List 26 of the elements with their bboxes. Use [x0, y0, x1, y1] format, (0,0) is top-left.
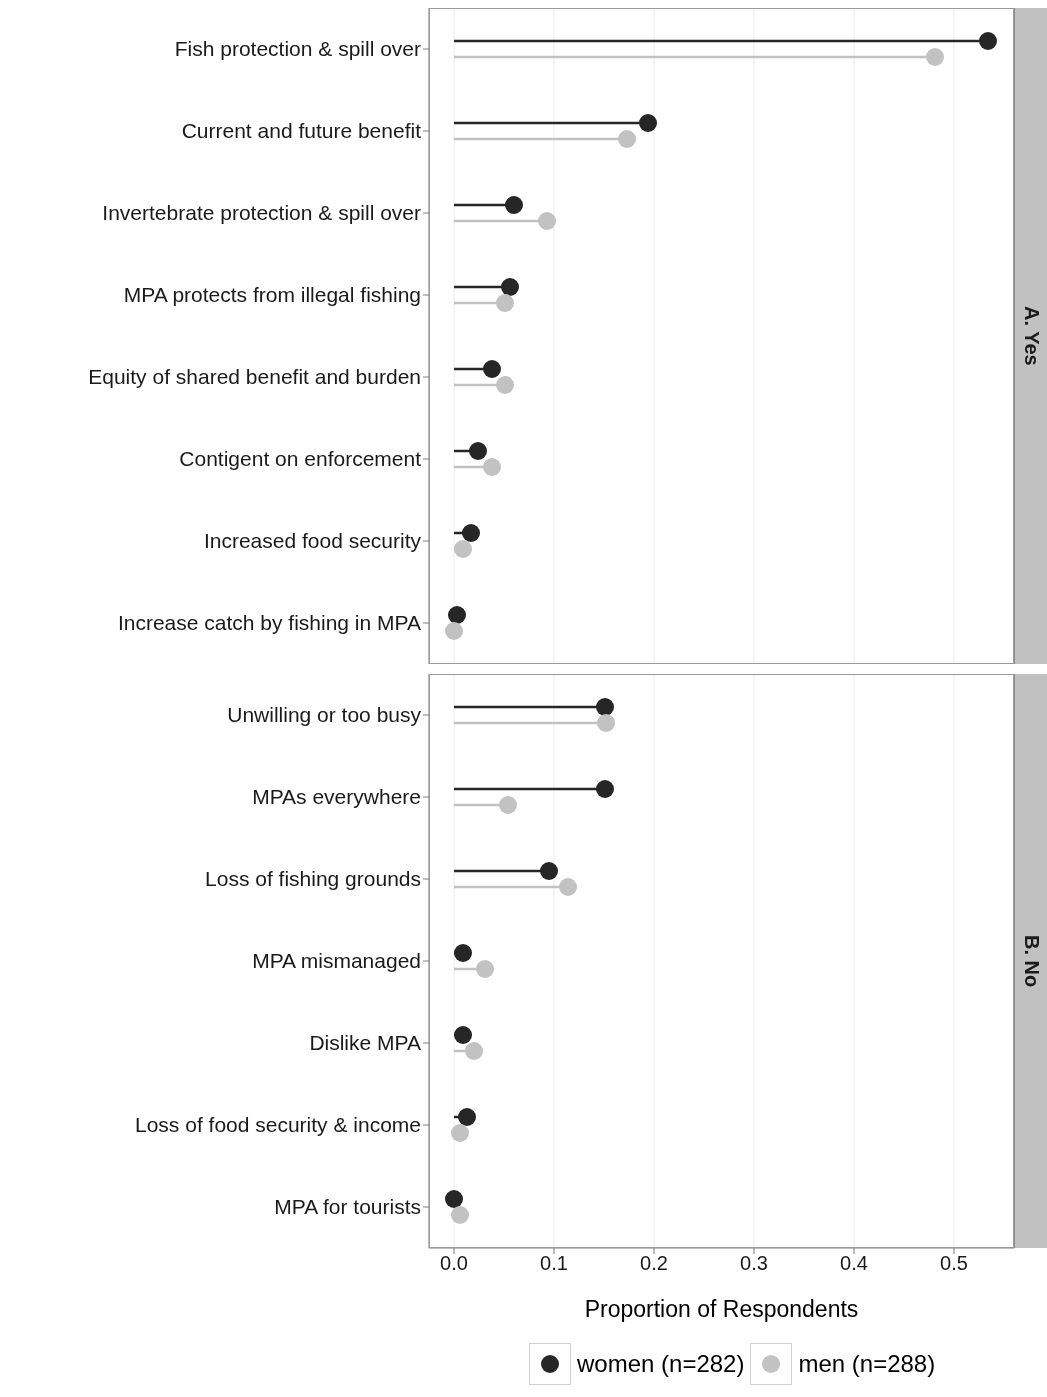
x-tick-label: 0.5	[940, 1252, 968, 1275]
x-tick-label: 0.4	[840, 1252, 868, 1275]
y-tick-label: Loss of food security & income	[135, 1113, 421, 1137]
x-tick-label: 0.0	[440, 1252, 468, 1275]
y-tick-label: Equity of shared benefit and burden	[88, 365, 421, 389]
y-tick-label: Current and future benefit	[181, 119, 422, 143]
y-tick-label: Loss of fishing grounds	[205, 867, 421, 891]
x-tick-label: 0.1	[540, 1252, 568, 1275]
y-tick-label: MPA for tourists	[274, 1195, 421, 1219]
y-tick-label: Increase catch by fishing in MPA	[117, 611, 421, 635]
legend-label: women (n=282)	[577, 1350, 745, 1378]
legend-label: men (n=288)	[798, 1350, 936, 1378]
y-tick-label: Dislike MPA	[309, 1031, 421, 1055]
y-tick-label: Unwilling or too busy	[227, 703, 422, 727]
y-tick-label: MPA protects from illegal fishing	[123, 283, 421, 307]
y-tick-label: MPA mismanaged	[252, 949, 421, 973]
y-tick-label: Invertebrate protection & spill over	[102, 201, 421, 225]
y-tick-label: Increased food security	[203, 529, 422, 553]
x-tick-label: 0.2	[640, 1252, 668, 1275]
y-tick-label: Fish protection & spill over	[174, 37, 421, 61]
x-tick-label: 0.3	[740, 1252, 768, 1275]
y-tick-label: Contigent on enforcement	[179, 447, 422, 471]
text: A. Yes	[1019, 306, 1043, 366]
y-tick-label: MPAs everywhere	[252, 785, 421, 809]
x-axis-title: Proportion of Respondents	[584, 1296, 859, 1322]
text: B. No	[1019, 934, 1043, 988]
